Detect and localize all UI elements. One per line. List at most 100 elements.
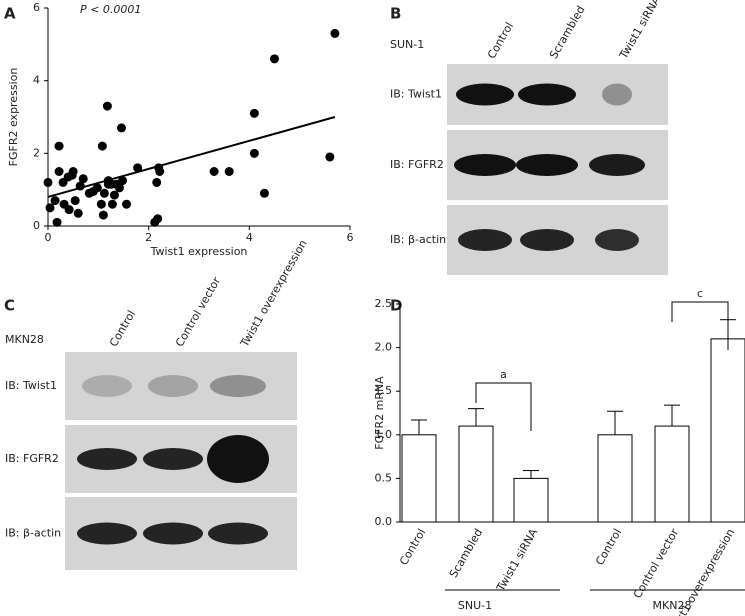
chart-title: P < 0.0001 (80, 3, 141, 16)
point (50, 196, 60, 206)
bar (710, 338, 745, 523)
point (96, 199, 106, 209)
point (54, 167, 64, 176)
y-tick-label: 2.0 (375, 341, 393, 354)
blot-band (456, 83, 514, 106)
significance-bracket (671, 301, 729, 350)
y-tick-label: 1.5 (375, 384, 393, 397)
point (325, 152, 335, 162)
point (116, 123, 126, 133)
blot-band (143, 522, 203, 545)
cell-line-label: MKN28 (5, 333, 44, 346)
y-tick-label: 1.0 (375, 428, 393, 441)
point (98, 210, 108, 220)
bar (654, 425, 690, 523)
panel-letter: B (390, 5, 401, 23)
x-tick-label: Control (593, 527, 624, 568)
point (68, 167, 78, 176)
blot-band (518, 83, 576, 106)
point (249, 108, 259, 118)
bar (597, 434, 633, 523)
bar (513, 477, 549, 523)
point (114, 183, 124, 193)
point (107, 199, 117, 209)
y-tick-label: 6 (33, 1, 40, 14)
blot-band (143, 448, 203, 470)
x-tick-label: Control (397, 527, 428, 568)
blot-band (520, 229, 574, 251)
blot-band (589, 154, 645, 176)
blot-band (148, 375, 198, 397)
point (43, 177, 53, 187)
point (45, 203, 55, 213)
row-label: IB: β-actin (390, 233, 446, 246)
y-tick-label: 0 (33, 219, 40, 232)
cell-line-label: SUN-1 (390, 38, 424, 51)
point (92, 183, 102, 193)
trendline (47, 116, 336, 198)
blot-band (458, 229, 512, 251)
point (70, 196, 80, 206)
x-tick-label: 6 (347, 231, 354, 244)
x-tick-label: 4 (246, 231, 253, 244)
x-tick-label: 2 (145, 231, 152, 244)
panel-letter: C (4, 297, 15, 315)
row-label: IB: β-actin (5, 527, 61, 540)
x-tick-label: 0 (45, 231, 52, 244)
point (155, 167, 165, 176)
blot-band (207, 435, 269, 483)
point (249, 148, 259, 158)
point (259, 188, 269, 198)
lane-label: Control vector (173, 274, 224, 349)
significance-label: a (500, 368, 507, 381)
point (153, 214, 163, 224)
row-label: IB: Twist1 (5, 379, 57, 392)
panel-letter: D (390, 297, 402, 315)
significance-label: c (697, 287, 703, 300)
point (122, 199, 132, 209)
lane-label: Twist1 overexpression (237, 238, 309, 350)
point (64, 205, 74, 215)
lane-label: Control (107, 308, 138, 349)
point (209, 167, 219, 176)
row-label: IB: Twist1 (390, 88, 442, 101)
row-label: IB: FGFR2 (390, 158, 444, 171)
bar (401, 434, 437, 523)
blot-strip (65, 352, 297, 420)
lane-label: Twist1 siRNA (616, 0, 663, 62)
x-tick-label: Control vector (631, 526, 682, 601)
row-label: IB: FGFR2 (5, 452, 59, 465)
point (109, 190, 119, 200)
y-tick-label: 0.0 (375, 515, 393, 528)
blot-band (454, 154, 516, 176)
y-tick-label: 4 (33, 74, 40, 87)
point (133, 163, 143, 173)
lane-label: Scrambled (547, 4, 588, 61)
blot-band (210, 375, 266, 397)
blot-band (602, 83, 632, 106)
y-tick-label: 2 (33, 146, 40, 159)
blot-band (82, 375, 132, 397)
group-label: SNU-1 (458, 599, 492, 612)
y-tick-label: 2.5 (375, 297, 393, 310)
blot-band (516, 154, 578, 176)
group-label: MKN28 (653, 599, 692, 612)
blot-band (77, 522, 137, 545)
point (54, 141, 64, 151)
y-axis-label: FGFR2 mRNA (373, 376, 386, 450)
blot-band (595, 229, 639, 251)
point (52, 217, 62, 227)
blot-band (208, 522, 268, 545)
panel-letter: A (4, 5, 16, 23)
point (224, 167, 234, 176)
point (330, 28, 340, 38)
y-axis-label: FGFR2 expression (7, 68, 20, 167)
significance-bracket (475, 382, 532, 431)
x-axis-label: Twist1 expression (150, 245, 248, 258)
bar (458, 425, 494, 523)
point (78, 174, 88, 184)
y-tick-label: 0.5 (375, 471, 393, 484)
x-tick-label: Scambled (447, 527, 485, 581)
x-tick-label: Twist1 siRNA (494, 526, 541, 594)
